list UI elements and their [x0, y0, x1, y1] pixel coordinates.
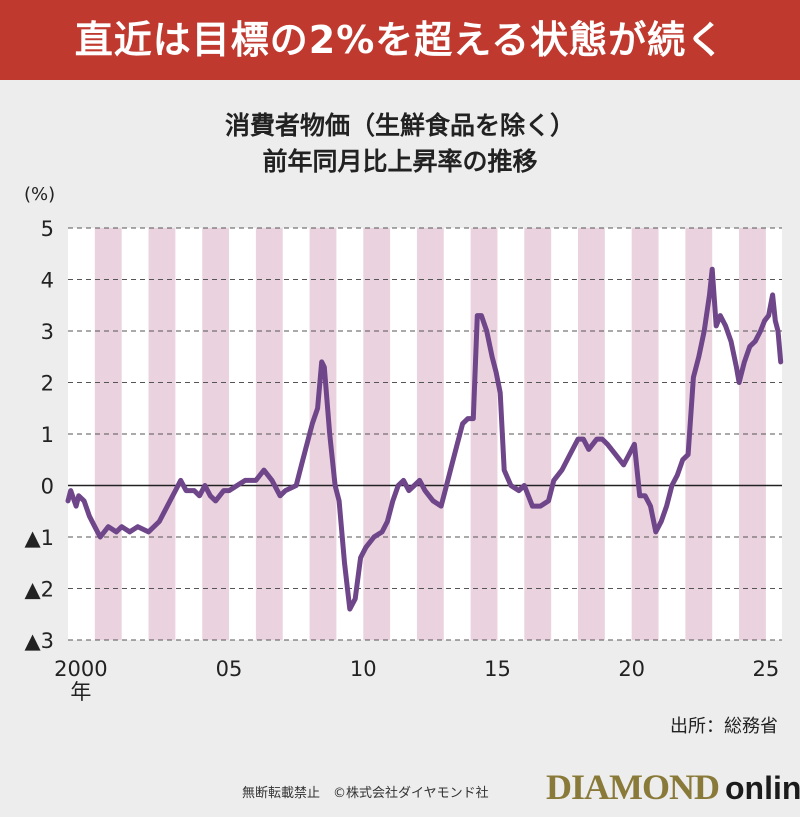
x-tick-label: 20	[618, 657, 645, 681]
y-tick-label: 2	[41, 372, 54, 396]
chart-title: 消費者物価（生鮮食品を除く）	[224, 111, 575, 140]
chart-subtitle: 前年同月比上昇率の推移	[262, 147, 538, 176]
y-tick-label: ▲2	[24, 578, 54, 602]
y-tick-label: 3	[41, 320, 54, 344]
x-tick-label: 15	[484, 657, 511, 681]
x-tick-label: 2000	[54, 657, 107, 681]
headline-banner: 直近は目標の2%を超える状態が続く	[0, 0, 800, 80]
y-tick-label: 0	[41, 475, 54, 499]
x-tick-label: 10	[350, 657, 377, 681]
x-year-suffix: 年	[70, 680, 91, 704]
y-tick-label: ▲1	[24, 526, 54, 550]
brand-sub: online	[724, 770, 800, 806]
copyright-note: 無断転載禁止 ©株式会社ダイヤモンド社	[242, 786, 489, 801]
y-tick-label: 4	[41, 269, 54, 293]
headline-text: 直近は目標の2%を超える状態が続く	[74, 18, 726, 62]
brand-main: DIAMOND	[546, 767, 720, 807]
x-tick-label: 05	[216, 657, 243, 681]
y-tick-label: 5	[41, 217, 54, 241]
y-tick-label: ▲3	[24, 629, 54, 653]
cpi-series-line	[65, 266, 784, 612]
source-note: 出所：総務省	[670, 716, 778, 737]
brand-logo: DIAMONDonline	[546, 766, 800, 808]
x-tick-label: 25	[753, 657, 780, 681]
y-unit-label: (%)	[24, 184, 55, 205]
y-tick-label: 1	[41, 423, 54, 447]
